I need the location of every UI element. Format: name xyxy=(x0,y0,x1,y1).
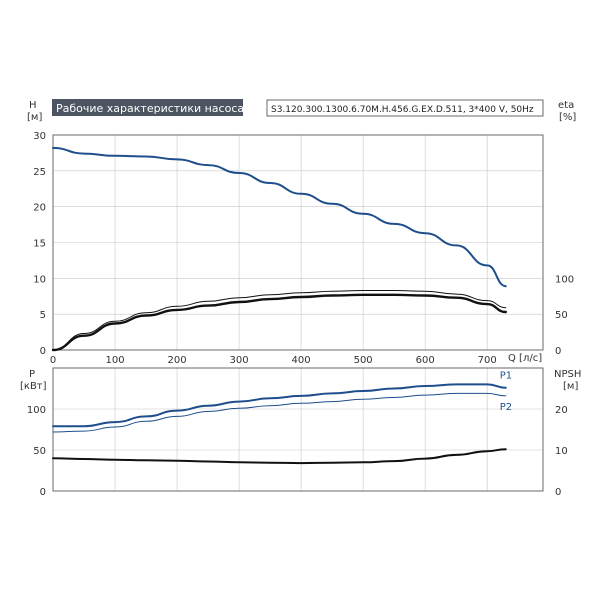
upper-x-tick-label: 300 xyxy=(230,355,249,366)
model-label-bg xyxy=(266,99,544,117)
upper-right-tick-label: 100 xyxy=(555,274,574,285)
upper-left-tick-label: 20 xyxy=(33,203,46,214)
lower-plot-frame xyxy=(52,367,544,492)
x-axis-label: Q [л/с] xyxy=(508,353,542,364)
upper-left-tick-label: 0 xyxy=(40,346,46,357)
chart-title-bg xyxy=(52,99,243,116)
upper-series-2-line xyxy=(51,293,507,352)
lower-series-label-p1: P1 xyxy=(500,371,512,382)
upper-right-axis-unit: [%] xyxy=(559,112,576,123)
upper-x-tick-label: 200 xyxy=(168,355,187,366)
model-label: S3.120.300.1300.6.70M.H.456.G.EX.D.511, … xyxy=(271,105,534,115)
lower-series-p2-line xyxy=(52,392,507,433)
upper-series-1-line xyxy=(52,290,507,351)
upper-left-tick-label: 10 xyxy=(33,274,46,285)
lower-series-p1-line xyxy=(52,383,507,428)
upper-right-tick-label: 50 xyxy=(555,310,568,321)
lower-series-label-p2: P2 xyxy=(500,402,512,413)
upper-x-tick-label: 100 xyxy=(105,355,124,366)
lower-right-axis-unit: [м] xyxy=(563,381,578,392)
upper-left-tick-label: 15 xyxy=(33,239,46,250)
upper-left-axis-title: H xyxy=(29,100,37,111)
upper-x-tick-label: 500 xyxy=(354,355,373,366)
lower-right-tick-label: 0 xyxy=(555,487,561,498)
lower-series-2-line xyxy=(52,448,507,465)
upper-right-axis-title: eta xyxy=(558,100,574,111)
upper-plot-frame xyxy=(52,134,544,351)
upper-left-tick-label: 30 xyxy=(33,131,46,142)
lower-right-tick-label: 20 xyxy=(555,405,568,416)
lower-left-tick-label: 100 xyxy=(27,405,46,416)
chart-title: Рабочие характеристики насоса xyxy=(56,102,244,115)
lower-left-tick-label: 50 xyxy=(33,446,46,457)
lower-left-axis-title: P xyxy=(29,369,35,380)
upper-left-tick-label: 5 xyxy=(40,310,46,321)
upper-right-tick-label: 0 xyxy=(555,346,561,357)
upper-series-0-line xyxy=(52,146,507,288)
lower-right-tick-label: 10 xyxy=(555,446,568,457)
upper-left-axis-unit: [м] xyxy=(27,112,42,123)
upper-x-tick-label: 700 xyxy=(478,355,497,366)
upper-x-tick-label: 0 xyxy=(50,355,56,366)
upper-x-tick-label: 400 xyxy=(292,355,311,366)
upper-x-tick-label: 600 xyxy=(416,355,435,366)
upper-left-tick-label: 25 xyxy=(33,167,46,178)
lower-right-axis-title: NPSH xyxy=(554,369,581,380)
lower-left-tick-label: 0 xyxy=(40,487,46,498)
lower-left-axis-unit: [кВт] xyxy=(20,381,47,392)
